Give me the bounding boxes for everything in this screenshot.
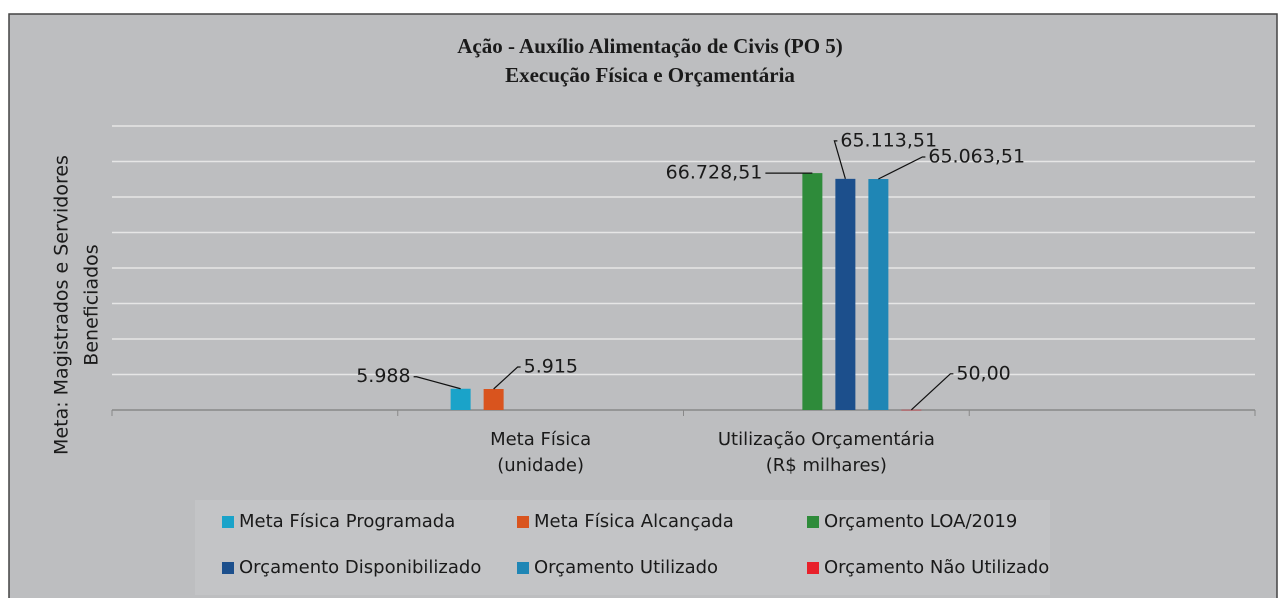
bar <box>483 389 504 410</box>
data-label: 5.915 <box>524 356 578 378</box>
legend-marker <box>517 562 529 574</box>
bar <box>901 409 922 411</box>
leader-line <box>833 140 846 180</box>
x-tick-label: (R$ milhares) <box>766 455 887 476</box>
legend-marker <box>807 562 819 574</box>
legend-marker <box>807 516 819 528</box>
chart-title: Execução Física e Orçamentária <box>505 63 795 87</box>
legend-marker <box>222 562 234 574</box>
data-label: 50,00 <box>956 362 1010 384</box>
legend-marker <box>222 516 234 528</box>
data-label: 5.988 <box>356 365 410 387</box>
legend-label: Meta Física Alcançada <box>534 511 734 532</box>
bar <box>835 178 856 410</box>
leader-line <box>878 156 926 180</box>
leader-line <box>493 366 521 390</box>
legend-label: Orçamento Disponibilizado <box>239 557 481 578</box>
data-label: 65.113,51 <box>840 129 937 151</box>
bar <box>868 179 889 410</box>
y-axis-label: Beneficiados <box>81 244 103 365</box>
legend-box <box>195 500 1050 595</box>
y-axis-label: Meta: Magistrados e Servidores <box>51 155 73 455</box>
legend-label: Orçamento Não Utilizado <box>824 557 1049 578</box>
x-tick-label: (unidade) <box>497 455 584 476</box>
legend-label: Meta Física Programada <box>239 511 455 532</box>
data-label: 65.063,51 <box>928 146 1025 168</box>
legend-label: Orçamento LOA/2019 <box>824 511 1017 532</box>
chart-title: Ação - Auxílio Alimentação de Civis (PO … <box>457 34 843 58</box>
legend-label: Orçamento Utilizado <box>534 557 718 578</box>
x-tick-label: Meta Física <box>490 429 591 450</box>
leader-line <box>413 376 461 390</box>
leader-line <box>910 373 954 411</box>
bar <box>450 388 471 410</box>
bar <box>802 173 823 410</box>
legend-marker <box>517 516 529 528</box>
data-label: 66.728,51 <box>666 162 763 184</box>
x-tick-label: Utilização Orçamentária <box>718 429 935 450</box>
